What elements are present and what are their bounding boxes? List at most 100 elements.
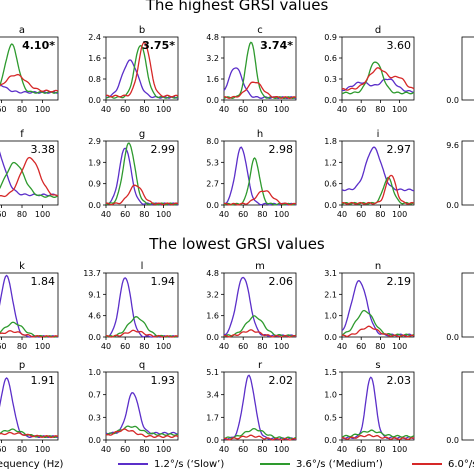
panel-a-xtick-label: 100 [35, 105, 50, 114]
edge-panel-frame [461, 272, 474, 338]
panel-a-fast-line [0, 73, 59, 93]
panel-n-fast-line [341, 325, 415, 338]
panel-h-xtick-label: 40 [219, 210, 229, 219]
panel-d-ytick-label: 0.9 [324, 33, 337, 42]
panel-q-medium-line [105, 425, 179, 436]
legend-line-medium-icon [260, 463, 290, 465]
panel-r-xtick-label: 60 [238, 445, 248, 454]
panel-l-grsi: 1.94 [151, 275, 176, 288]
panel-n-xtick-label: 100 [392, 342, 407, 351]
legend-item-fast: 6.0°/s [412, 459, 474, 470]
panel-l-letter: l [141, 261, 144, 272]
panel-i-xtick-label: 40 [337, 210, 347, 219]
edge-panel-ytick-label: 0.0 [446, 96, 459, 105]
panel-g-ytick-label: 1.9 [88, 158, 101, 167]
panel-r-xtick-label: 100 [274, 445, 289, 454]
panel-s-frame [341, 371, 415, 441]
panel-q-xtick-label: 40 [101, 445, 111, 454]
panel-n-ytick-label: 0.0 [324, 333, 337, 342]
panel-f-xtick-label: 100 [35, 210, 50, 219]
panel-l-xtick-label: 40 [101, 342, 111, 351]
panel-q-grsi: 1.93 [151, 374, 176, 387]
panel-b-frame [105, 36, 179, 101]
panel-f-fast-line [0, 156, 59, 198]
panel-h-xtick-label: 60 [238, 210, 248, 219]
panel-c-xtick-label: 60 [238, 105, 248, 114]
panel-b-grsi: 3.75* [142, 39, 175, 52]
top-heading: The highest GRSI values [145, 0, 329, 14]
panel-r-fast-line [223, 434, 297, 441]
panel-n-grsi: 2.19 [387, 275, 412, 288]
panel-c-grsi: 3.74* [260, 39, 293, 52]
panel-q-ytick-label: 0.7 [88, 391, 101, 400]
edge-panel-ytick-label: 9.6 [446, 141, 459, 150]
panel-m-ytick-label: 1.6 [206, 312, 219, 321]
panel-q-xtick-label: 80 [139, 445, 149, 454]
panel-d-ytick-label: 0.0 [324, 96, 337, 105]
panel-r-ytick-label: 1.7 [206, 413, 219, 422]
legend: Frequency (Hz) 1.2°/s (‘Slow’) 3.6°/s (‘… [0, 456, 474, 474]
edge-panel-frame [461, 36, 474, 101]
panel-c-ytick-label: 1.6 [206, 75, 219, 84]
panel-r-xtick-label: 80 [257, 445, 267, 454]
panel-m-xtick-label: 60 [238, 342, 248, 351]
panel-n-letter: n [375, 261, 381, 272]
panel-k-xtick-label: 100 [35, 342, 50, 351]
panel-h-ytick-label: 0.0 [206, 201, 219, 210]
panel-b-ytick-label: 0.8 [88, 75, 101, 84]
panel-g-xtick-label: 100 [156, 210, 171, 219]
panel-i-ytick-label: 0.6 [324, 180, 337, 189]
panel-d-grsi: 3.60 [387, 39, 412, 52]
panel-c-xtick-label: 80 [257, 105, 267, 114]
panel-h-ytick-label: 8.0 [206, 137, 219, 146]
panel-s-ytick-label: 1.0 [324, 391, 337, 400]
panel-s-ytick-label: 0.0 [324, 436, 337, 445]
panel-d-medium-line [341, 61, 415, 95]
legend-label-fast: 6.0°/s [448, 459, 474, 470]
panel-d-ytick-label: 0.3 [324, 75, 337, 84]
panel-d-xtick-label: 40 [337, 105, 347, 114]
panel-h-medium-line [223, 157, 297, 206]
panel-l-ytick-label: 0.0 [88, 333, 101, 342]
panel-m-frame [223, 272, 297, 338]
edge-panel-ytick-label: 0.0 [446, 201, 459, 210]
legend-line-slow-icon [118, 463, 148, 465]
edge-panel-frame [461, 371, 474, 441]
edge-panel-ytick-label: 0.0 [446, 436, 459, 445]
panel-l-fast-line [105, 329, 179, 338]
panel-g-fast-line [105, 184, 179, 206]
panel-q-letter: q [139, 360, 145, 371]
panel-i-grsi: 2.97 [387, 143, 412, 156]
panel-c-slow-line [223, 67, 296, 99]
panel-f-slow-line [0, 151, 58, 197]
panel-m-ytick-label: 3.2 [206, 290, 219, 299]
panel-l-ytick-label: 13.7 [83, 269, 101, 278]
panel-b-xtick-label: 60 [120, 105, 130, 114]
panel-g-frame [105, 140, 179, 206]
panel-n-ytick-label: 3.1 [324, 269, 337, 278]
legend-line-fast-icon [412, 463, 442, 465]
panel-m-grsi: 2.06 [269, 275, 294, 288]
panel-d-ytick-label: 0.6 [324, 54, 337, 63]
panel-c-xtick-label: 100 [274, 105, 289, 114]
panel-g-xtick-label: 40 [101, 210, 111, 219]
panel-i-ytick-label: 1.8 [324, 137, 337, 146]
panel-b-ytick-label: 0.0 [88, 96, 101, 105]
panel-i-ytick-label: 1.2 [324, 158, 337, 167]
panel-g-ytick-label: 2.9 [88, 137, 101, 146]
panel-d-frame [341, 36, 415, 101]
panel-c-ytick-label: 3.2 [206, 54, 219, 63]
panel-q-ytick-label: 0.3 [88, 413, 101, 422]
panel-r-frame [223, 371, 297, 441]
panel-k-medium-line [0, 321, 59, 338]
panel-m-ytick-label: 4.8 [206, 269, 219, 278]
panel-b-letter: b [139, 25, 145, 36]
panel-l-ytick-label: 4.6 [88, 312, 101, 321]
panel-l-xtick-label: 80 [139, 342, 149, 351]
panel-g-xtick-label: 80 [139, 210, 149, 219]
panel-s-ytick-label: 1.5 [324, 368, 337, 377]
panel-h-ytick-label: 5.3 [206, 158, 219, 167]
panel-s-xtick-label: 80 [375, 445, 385, 454]
panel-l-medium-line [105, 316, 179, 338]
panel-c-letter: c [257, 25, 263, 36]
